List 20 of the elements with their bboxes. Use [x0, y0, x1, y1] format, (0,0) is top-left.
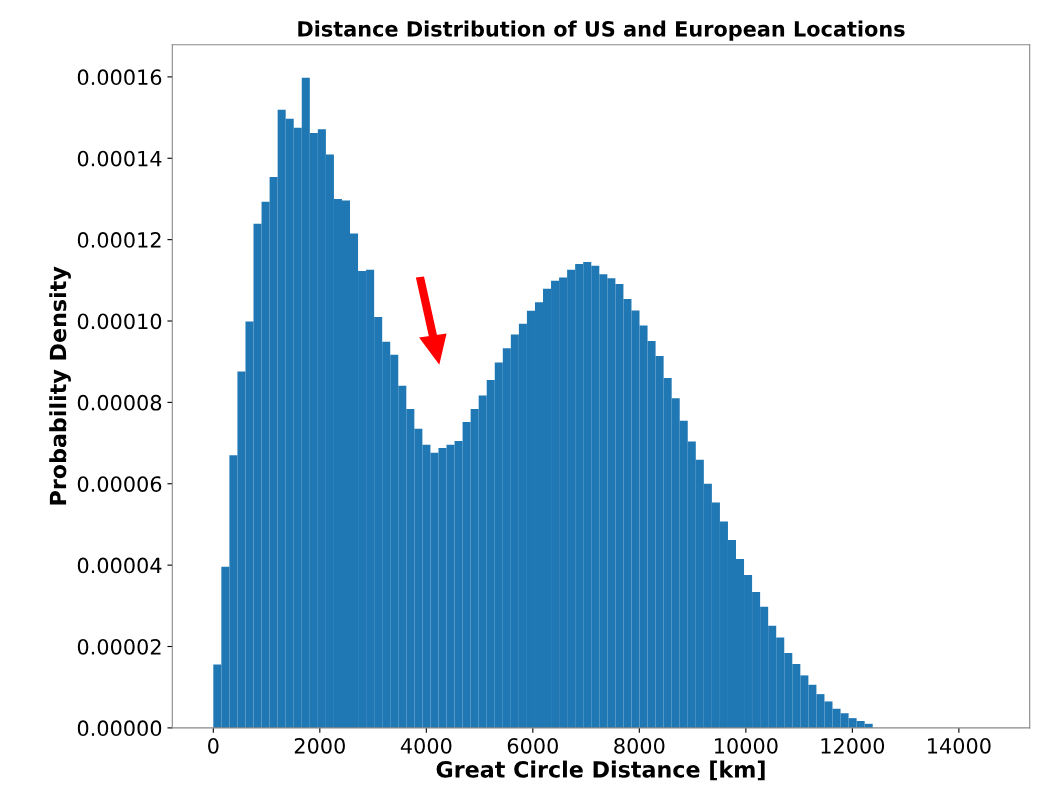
- x-tick-label: 8000: [614, 737, 665, 754]
- x-tick-label: 10000: [715, 737, 778, 754]
- x-tick-label: 4000: [400, 737, 452, 754]
- x-tick-label: 6000: [507, 737, 558, 754]
- y-tick-label: 0.00002: [77, 638, 161, 655]
- y-tick-label: 0.00008: [77, 394, 162, 411]
- y-tick-label: 0.00014: [77, 150, 162, 167]
- y-tick-label: 0.00016: [77, 69, 162, 86]
- y-tick-label: 0.00000: [77, 720, 162, 737]
- chart-title: Distance Distribution of US and European Locations: [298, 20, 905, 41]
- y-tick-label: 0.00004: [77, 557, 162, 574]
- x-tick-label: 0: [208, 737, 219, 754]
- x-tick-label: 14000: [928, 737, 991, 754]
- y-axis-title: Probability Density: [49, 266, 71, 505]
- x-tick-label: 2000: [294, 737, 345, 754]
- y-tick-label: 0.00010: [77, 313, 162, 330]
- x-tick-label: 12000: [821, 737, 885, 754]
- y-tick-label: 0.00012: [77, 232, 161, 248]
- x-axis-title: Great Circle Distance [km]: [436, 760, 765, 781]
- y-tick-label: 0.00006: [77, 476, 162, 492]
